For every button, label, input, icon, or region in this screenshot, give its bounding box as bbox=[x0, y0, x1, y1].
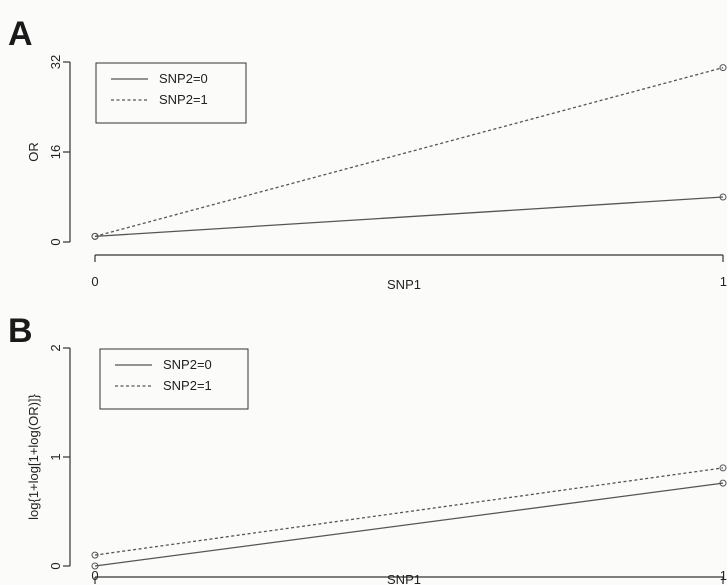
data-point bbox=[91, 232, 99, 240]
panel-letter: B bbox=[8, 312, 33, 350]
series-line-1 bbox=[94, 467, 724, 556]
y-axis-title: log{1+log[1+log(OR)]} bbox=[26, 393, 41, 519]
data-point bbox=[719, 464, 727, 472]
panel-letter: A bbox=[8, 15, 33, 53]
y-axis-title: OR bbox=[26, 142, 41, 162]
legend-box bbox=[99, 348, 249, 410]
y-tick-label: 32 bbox=[48, 55, 63, 69]
x-tick-label: 0 bbox=[91, 274, 98, 289]
panel-a: A 0 16 32 OR 0 1 SNP1 SNP2=0 SNP2=1 bbox=[8, 15, 727, 292]
panel-b: B 0 1 2 log{1+log[1+log(OR)]} 0 1 SNP1 SNP2=0 SNP… bbox=[8, 312, 727, 585]
x-tick-label: 0 bbox=[91, 568, 98, 583]
y-tick-label: 1 bbox=[48, 453, 63, 460]
legend-label: SNP2=0 bbox=[159, 71, 208, 86]
y-tick-label: 16 bbox=[48, 145, 63, 159]
x-axis-title: SNP1 bbox=[387, 572, 421, 585]
x-tick-label: 1 bbox=[720, 274, 727, 289]
data-point bbox=[719, 479, 727, 487]
y-tick-label: 0 bbox=[48, 238, 63, 245]
legend-label: SNP2=1 bbox=[163, 378, 212, 393]
x-tick-label: 1 bbox=[720, 568, 727, 583]
data-point bbox=[91, 562, 99, 570]
y-tick-label: 0 bbox=[48, 562, 63, 569]
data-point bbox=[719, 193, 727, 201]
data-point bbox=[91, 551, 99, 559]
series-line-1 bbox=[94, 66, 724, 238]
series-line-0 bbox=[94, 196, 724, 238]
legend-label: SNP2=0 bbox=[163, 357, 212, 372]
y-tick-label: 2 bbox=[48, 344, 63, 351]
x-axis-title: SNP1 bbox=[387, 277, 421, 292]
legend-label: SNP2=1 bbox=[159, 92, 208, 107]
legend-box bbox=[95, 62, 247, 124]
data-point bbox=[719, 64, 727, 72]
series-line-0 bbox=[94, 482, 724, 567]
